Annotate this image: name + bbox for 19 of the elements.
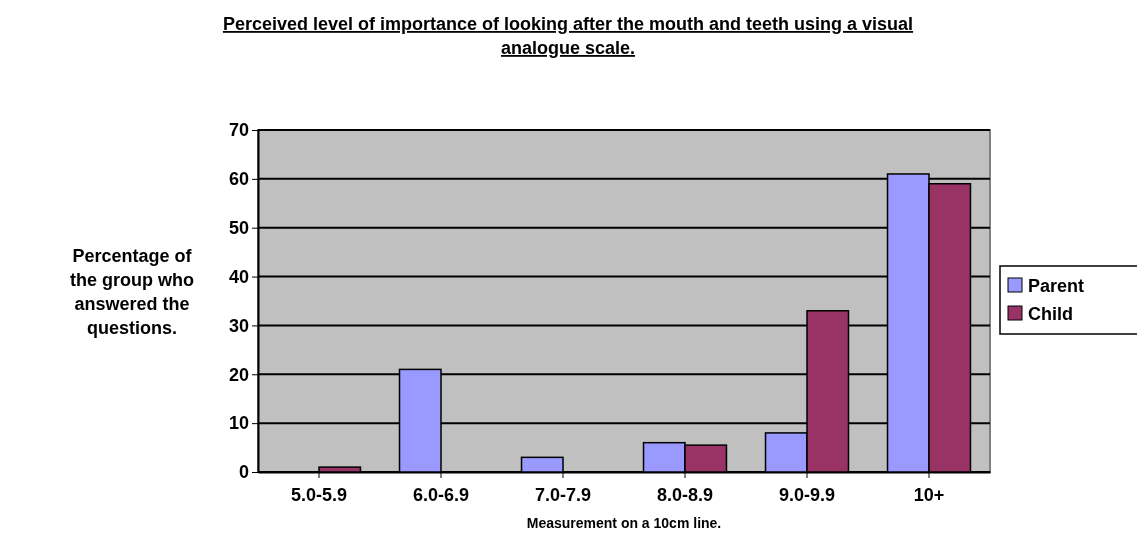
y-tick-label: 70 [228, 120, 249, 141]
y-axis-title: Percentage of the group who answered the questions. [70, 246, 194, 338]
legend-label: Child [1028, 304, 1073, 324]
x-axis-title: Measurement on a 10cm line. [526, 515, 722, 531]
x-tick-label: 9.0-9.9 [778, 484, 836, 505]
x-tick-label: 8.0-8.9 [656, 484, 714, 505]
y-tick-label: 10 [228, 413, 249, 434]
y-tick-label: 50 [228, 217, 249, 238]
y-tick-label: 20 [228, 364, 249, 385]
chart-title: Perceived level of importance of looking after the mouth and teeth using a visual analogue scale. [222, 14, 914, 58]
x-tick-label: 5.0-5.9 [290, 484, 348, 505]
legend-label: Parent [1028, 276, 1085, 296]
y-tick-label: 0 [238, 462, 249, 483]
x-tick-label: 7.0-7.9 [534, 484, 592, 505]
y-tick-label: 60 [228, 169, 249, 190]
x-tick-label: 10+ [913, 484, 945, 505]
x-tick-label: 6.0-6.9 [412, 484, 470, 505]
y-tick-label: 30 [228, 315, 249, 336]
y-tick-label: 40 [228, 266, 249, 287]
